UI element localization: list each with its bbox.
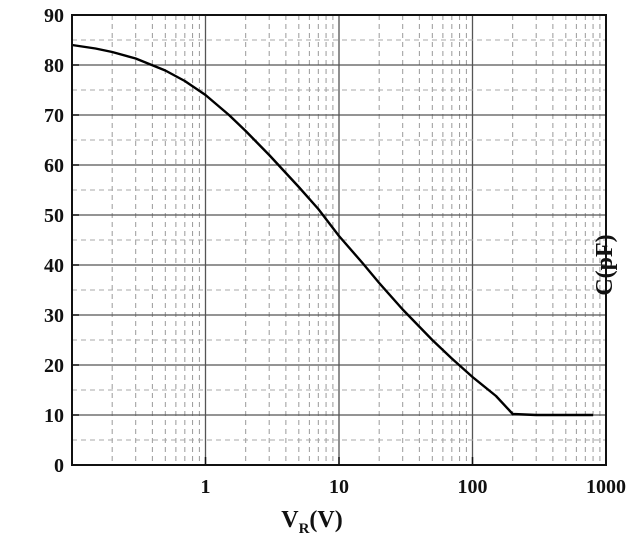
grid-lines: [72, 15, 606, 465]
x-axis-subscript: R: [299, 521, 310, 537]
y-tick-label: 60: [44, 155, 64, 177]
y-tick-label: 80: [44, 55, 64, 77]
x-tick-label: 1000: [586, 476, 626, 498]
x-tick-labels: 1 10 100 1000: [201, 476, 627, 498]
y-tick-label: 20: [44, 355, 64, 377]
x-axis-title: VR(V): [281, 507, 343, 537]
y-tick-label: 40: [44, 255, 64, 277]
x-tick-label: 10: [329, 476, 349, 498]
x-axis-symbol: V: [281, 507, 299, 533]
y-tick-labels: 0 10 20 30 40 50 60 70 80 90: [44, 5, 64, 477]
series-line: [71, 43, 594, 417]
y-axis-title: C(pF): [592, 234, 618, 295]
y-tick-label: 30: [44, 305, 64, 327]
y-tick-label: 10: [44, 405, 64, 427]
y-tick-label: 50: [44, 205, 64, 227]
x-tick-label: 100: [458, 476, 488, 498]
series-layer: [71, 43, 594, 417]
y-tick-label: 90: [44, 5, 64, 27]
y-tick-label: 0: [54, 455, 64, 477]
y-tick-label: 70: [44, 105, 64, 127]
x-tick-label: 1: [201, 476, 211, 498]
x-axis-unit: (V): [309, 507, 342, 533]
tick-marks: [72, 14, 607, 466]
